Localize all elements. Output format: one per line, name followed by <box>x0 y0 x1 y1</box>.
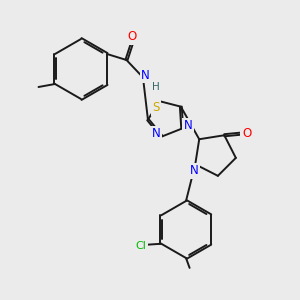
Text: N: N <box>152 127 160 140</box>
Text: O: O <box>242 127 251 140</box>
Text: S: S <box>152 101 160 114</box>
Text: O: O <box>128 30 137 44</box>
Text: N: N <box>141 69 150 82</box>
Text: H: H <box>152 82 160 92</box>
Text: N: N <box>189 164 198 177</box>
Text: N: N <box>184 119 193 132</box>
Text: Cl: Cl <box>136 241 147 251</box>
